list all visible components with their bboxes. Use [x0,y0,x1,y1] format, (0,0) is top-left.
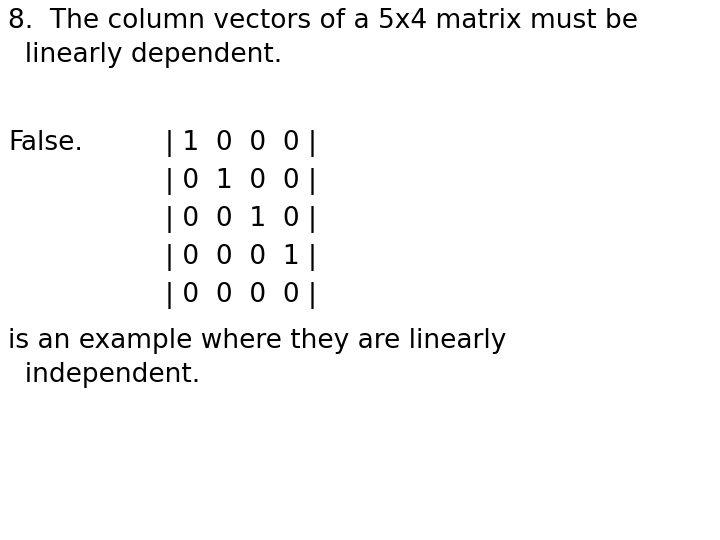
Text: is an example where they are linearly: is an example where they are linearly [8,328,506,354]
Text: False.: False. [8,130,83,156]
Text: | 0  0  0  0 |: | 0 0 0 0 | [165,282,317,309]
Text: 8.  The column vectors of a 5x4 matrix must be: 8. The column vectors of a 5x4 matrix mu… [8,8,638,34]
Text: independent.: independent. [8,362,200,388]
Text: | 0  0  1  0 |: | 0 0 1 0 | [165,206,317,233]
Text: | 0  0  0  1 |: | 0 0 0 1 | [165,244,317,271]
Text: linearly dependent.: linearly dependent. [8,42,282,68]
Text: | 0  1  0  0 |: | 0 1 0 0 | [165,168,317,195]
Text: | 1  0  0  0 |: | 1 0 0 0 | [165,130,317,157]
